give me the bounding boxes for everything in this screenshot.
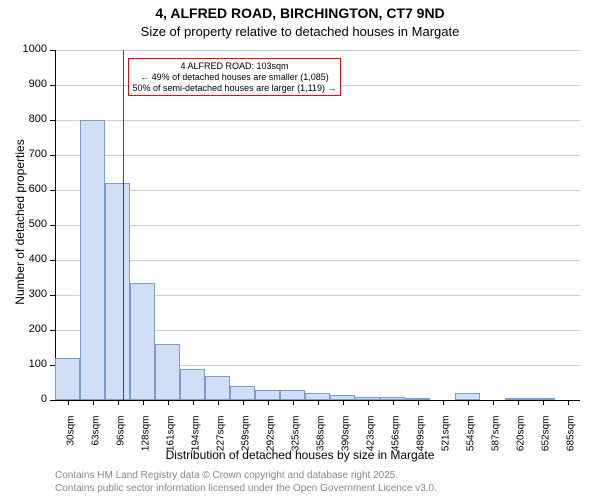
tick-label-x: 390sqm	[340, 416, 351, 466]
y-axis-line	[55, 50, 56, 400]
gridline-y	[55, 190, 580, 191]
tick-label-y: 600	[0, 183, 47, 195]
tick-label-x: 620sqm	[515, 416, 526, 466]
tick-label-y: 300	[0, 288, 47, 300]
footer-line2: Contains public sector information licen…	[55, 483, 437, 494]
tick-label-x: 227sqm	[215, 416, 226, 466]
histogram-bar	[230, 386, 255, 400]
histogram-bar	[255, 390, 280, 401]
tick-mark-x	[68, 400, 69, 405]
gridline-y	[55, 50, 580, 51]
tick-mark-x	[368, 400, 369, 405]
tick-label-y: 900	[0, 78, 47, 90]
tick-label-y: 200	[0, 323, 47, 335]
tick-label-y: 500	[0, 218, 47, 230]
tick-mark-x	[193, 400, 194, 405]
annotation-line1: 4 ALFRED ROAD: 103sqm	[133, 61, 337, 72]
tick-label-x: 30sqm	[65, 416, 76, 466]
tick-label-x: 423sqm	[365, 416, 376, 466]
tick-mark-x	[343, 400, 344, 405]
tick-label-x: 128sqm	[140, 416, 151, 466]
tick-label-y: 1000	[0, 43, 47, 55]
annotation-line3: 50% of semi-detached houses are larger (…	[133, 83, 337, 94]
tick-mark-x	[418, 400, 419, 405]
tick-mark-x	[568, 400, 569, 405]
histogram-bar	[105, 183, 130, 400]
tick-mark-x	[518, 400, 519, 405]
tick-label-x: 358sqm	[315, 416, 326, 466]
chart-title-sub: Size of property relative to detached ho…	[0, 24, 600, 39]
tick-mark-x	[493, 400, 494, 405]
histogram-bar	[180, 369, 205, 401]
tick-label-x: 292sqm	[265, 416, 276, 466]
annotation-box: 4 ALFRED ROAD: 103sqm← 49% of detached h…	[128, 58, 342, 96]
tick-label-x: 652sqm	[540, 416, 551, 466]
tick-mark-x	[168, 400, 169, 405]
histogram-bar	[155, 344, 180, 400]
tick-mark-x	[318, 400, 319, 405]
histogram-bar	[205, 376, 230, 401]
tick-label-x: 587sqm	[490, 416, 501, 466]
tick-label-x: 554sqm	[465, 416, 476, 466]
tick-label-y: 800	[0, 113, 47, 125]
tick-label-x: 259sqm	[240, 416, 251, 466]
annotation-line2: ← 49% of detached houses are smaller (1,…	[133, 72, 337, 83]
gridline-y	[55, 260, 580, 261]
tick-label-x: 489sqm	[415, 416, 426, 466]
tick-label-x: 521sqm	[440, 416, 451, 466]
tick-mark-x	[118, 400, 119, 405]
tick-mark-x	[393, 400, 394, 405]
tick-label-x: 325sqm	[290, 416, 301, 466]
tick-mark-x	[468, 400, 469, 405]
tick-label-x: 161sqm	[165, 416, 176, 466]
tick-label-x: 96sqm	[115, 416, 126, 466]
tick-mark-x	[543, 400, 544, 405]
tick-label-y: 100	[0, 358, 47, 370]
histogram-bar	[80, 120, 105, 400]
tick-mark-x	[243, 400, 244, 405]
histogram-bar	[130, 283, 155, 400]
gridline-y	[55, 225, 580, 226]
footer-line1: Contains HM Land Registry data © Crown c…	[55, 470, 398, 481]
tick-label-x: 63sqm	[90, 416, 101, 466]
tick-label-x: 194sqm	[190, 416, 201, 466]
gridline-y	[55, 120, 580, 121]
gridline-y	[55, 155, 580, 156]
tick-mark-x	[268, 400, 269, 405]
tick-mark-x	[293, 400, 294, 405]
histogram-bar	[305, 393, 330, 400]
chart-container: 4, ALFRED ROAD, BIRCHINGTON, CT7 9ND Siz…	[0, 0, 600, 500]
tick-label-x: 685sqm	[565, 416, 576, 466]
histogram-bar	[55, 358, 80, 400]
tick-label-x: 456sqm	[390, 416, 401, 466]
tick-mark-x	[93, 400, 94, 405]
chart-title-main: 4, ALFRED ROAD, BIRCHINGTON, CT7 9ND	[0, 5, 600, 21]
histogram-bar	[280, 390, 305, 401]
marker-line	[123, 50, 124, 400]
tick-label-y: 700	[0, 148, 47, 160]
tick-label-y: 0	[0, 393, 47, 405]
tick-label-y: 400	[0, 253, 47, 265]
tick-mark-x	[443, 400, 444, 405]
histogram-bar	[455, 393, 480, 400]
tick-mark-x	[143, 400, 144, 405]
tick-mark-x	[218, 400, 219, 405]
